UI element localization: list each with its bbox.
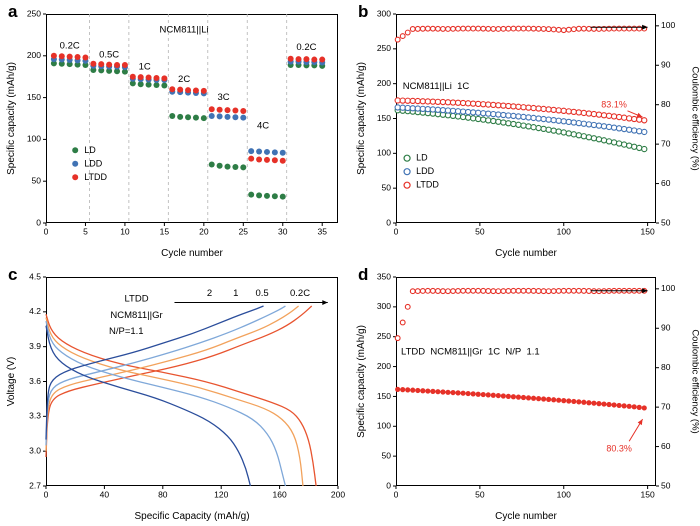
panel-b-cycling-stability-chart: [350, 0, 700, 263]
panel-c-voltage-profile-chart: [0, 263, 350, 526]
panel-a-rate-capability-chart: [0, 0, 350, 263]
panel-d-label: d: [358, 265, 369, 284]
panel-b-label: b: [358, 2, 369, 21]
panel-a-label: a: [8, 2, 18, 21]
panel-d-fullcell-cycling-chart: [350, 263, 700, 526]
panel-c-label: c: [8, 265, 18, 284]
